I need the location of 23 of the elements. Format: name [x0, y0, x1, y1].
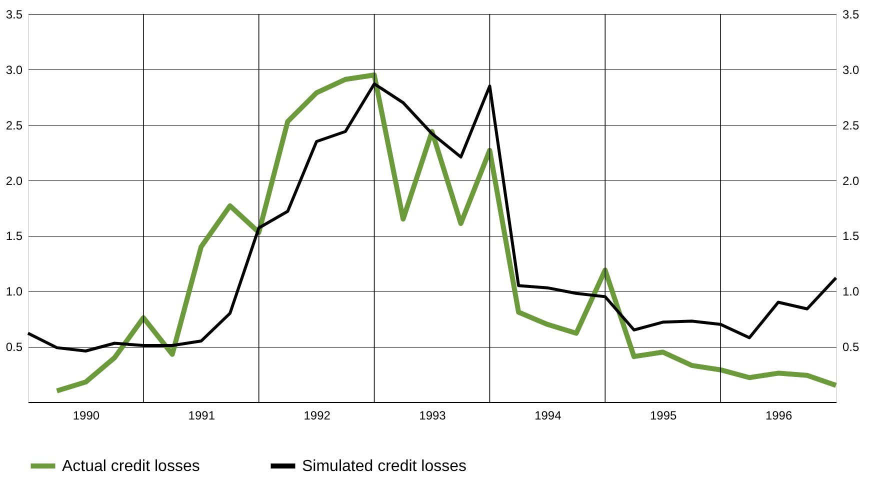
x-tick-label: 1991 [188, 408, 216, 422]
x-tick-label: 1994 [534, 408, 562, 422]
y-tick-label: 3.0 [6, 62, 23, 77]
x-tick-label: 1993 [419, 408, 446, 422]
y-tick-label: 1.5 [6, 229, 23, 244]
y2-tick-label: 2.5 [842, 118, 860, 132]
y-tick-label: 1.0 [6, 284, 23, 299]
x-tick-label: 1995 [650, 408, 678, 422]
x-tick-label: 1996 [765, 408, 792, 422]
y2-tick-label: 0.5 [842, 340, 860, 354]
y2-tick-label: 1.5 [842, 229, 860, 244]
legend-label: Actual credit losses [62, 458, 200, 475]
legend-label: Simulated credit losses [302, 458, 467, 475]
y2-tick-label: 3.5 [842, 8, 860, 22]
x-tick-label: 1990 [72, 408, 100, 422]
y2-tick-label: 1.0 [842, 284, 860, 299]
y-tick-label: 2.5 [6, 118, 23, 132]
x-tick-label: 1992 [304, 408, 331, 422]
y2-tick-label: 2.0 [842, 174, 860, 188]
y-tick-label: 0.5 [6, 340, 23, 354]
y-tick-label: 2.0 [6, 174, 23, 188]
y-tick-label: 3.5 [6, 8, 23, 22]
y2-tick-label: 3.0 [842, 62, 860, 77]
